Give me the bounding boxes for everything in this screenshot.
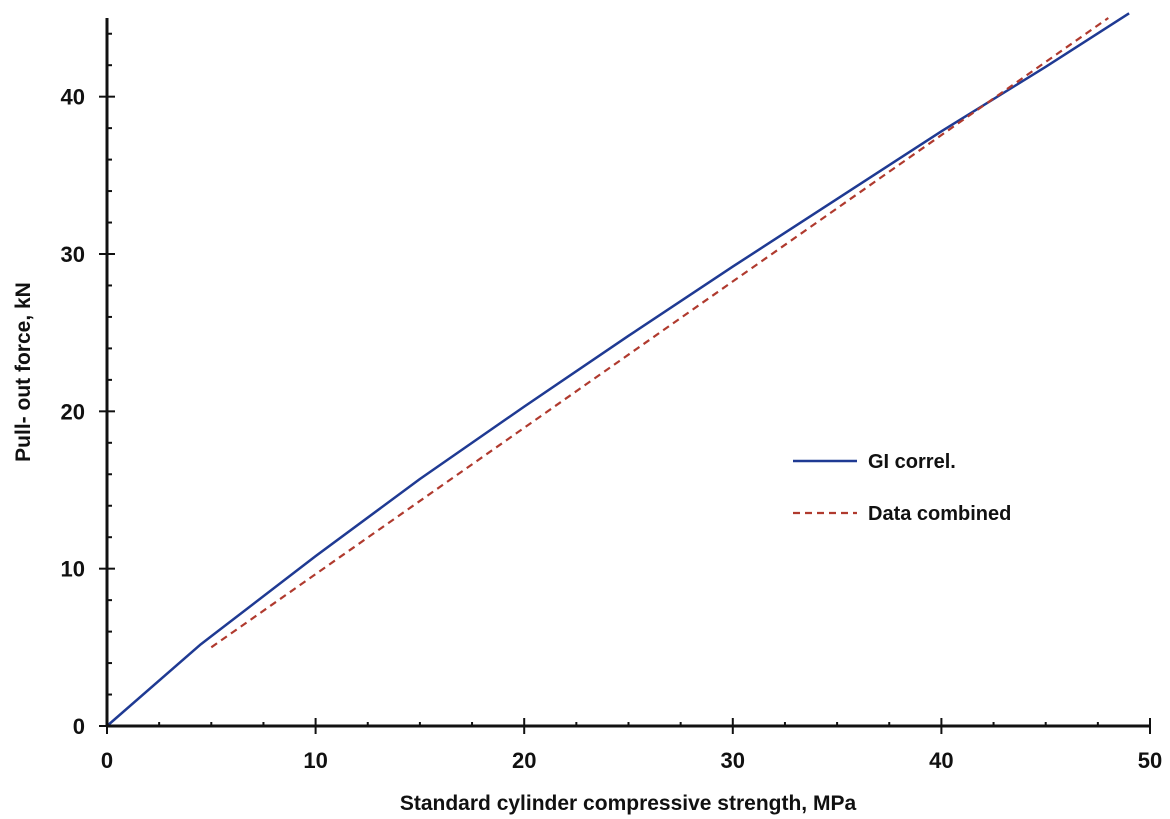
x-tick-label: 10 [303,748,327,773]
x-tick-label: 20 [512,748,536,773]
y-tick-label: 40 [61,85,85,110]
x-tick-label: 0 [101,748,113,773]
x-tick-label: 30 [721,748,745,773]
y-tick-label: 10 [61,557,85,582]
legend: GI correl. Data combined [793,451,1011,525]
legend-label-gi-correl: GI correl. [868,451,956,473]
series-line-gi-correl [106,12,1130,727]
series-line-data-combined [210,17,1109,649]
y-tick-label: 20 [61,399,85,424]
legend-label-data-combined: Data combined [868,503,1011,525]
x-tick-label: 40 [929,748,953,773]
y-tick-label: 0 [73,714,85,739]
y-tick-label: 30 [61,242,85,267]
x-axis-title: Standard cylinder compressive strength, … [400,792,857,815]
plot-area [106,12,1130,727]
tick-labels: 0 10 20 30 40 50 0 10 20 30 40 [61,85,1163,773]
x-tick-label: 50 [1138,748,1162,773]
y-axis-title: Pull- out force, kN [12,282,35,462]
axes [105,18,1150,728]
ticks [99,32,1151,734]
